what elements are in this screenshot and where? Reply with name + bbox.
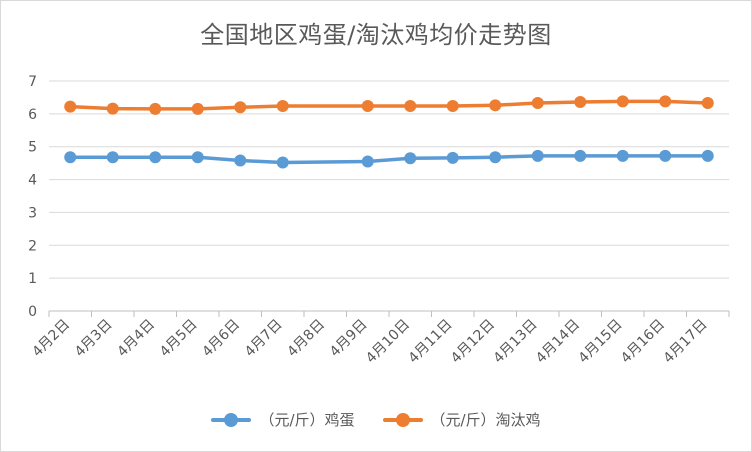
chart-title: 全国地区鸡蛋/淘汰鸡均价走势图 [200,21,552,49]
y-tick-label-3: 3 [28,205,37,221]
series-1-point-13 [659,95,672,108]
series-0-point-11 [574,149,587,162]
x-tick-label-4: 4月6日 [199,317,243,361]
series-0-point-9 [489,151,502,164]
series-1-point-8 [446,99,459,112]
legend-label-egg: （元/斤）鸡蛋 [259,411,355,429]
x-tick-label-11: 4月13日 [491,317,541,367]
legend: （元/斤）鸡蛋 （元/斤）淘汰鸡 [1,409,751,430]
x-tick-label-3: 4月5日 [157,317,201,361]
x-tick-label-8: 4月10日 [363,317,413,367]
y-tick-label-1: 1 [28,271,37,287]
x-tick-label-14: 4月16日 [618,317,668,367]
y-tick-label-4: 4 [28,173,37,189]
series-0-point-0 [64,151,77,164]
series-0-point-5 [276,156,289,169]
y-tick-label-6: 6 [28,107,37,123]
series-1-point-2 [149,102,162,115]
series-0-point-7 [404,152,417,165]
x-tick-label-13: 4月15日 [576,317,626,367]
x-tick-label-12: 4月14日 [533,317,583,367]
gridlines [49,80,729,312]
series-lines [64,95,714,169]
x-tick-label-6: 4月8日 [284,317,328,361]
series-1-point-10 [531,97,544,110]
x-tick-label-15: 4月17日 [661,317,711,367]
series-1-point-9 [489,99,502,112]
legend-swatch-culled-hen [382,412,423,427]
series-0-point-2 [149,151,162,164]
x-tick-label-5: 4月7日 [242,317,286,361]
series-0-point-3 [191,151,204,164]
series-1-point-11 [574,96,587,109]
series-0-point-4 [234,154,247,167]
series-1-point-0 [64,100,77,113]
axes: 012345674月2日4月3日4月4日4月5日4月6日4月7日4月8日4月9日… [28,74,730,367]
series-1-point-5 [276,99,289,112]
series-0-point-10 [531,149,544,162]
series-1-point-4 [234,101,247,114]
series-1-point-3 [191,102,204,115]
legend-item-egg: （元/斤）鸡蛋 [211,409,355,430]
series-1-point-6 [361,99,374,112]
series-0-point-13 [659,149,672,162]
legend-swatch-egg [211,412,252,427]
legend-label-culled-hen: （元/斤）淘汰鸡 [430,411,541,429]
series-0-point-8 [446,151,459,164]
series-0-point-14 [701,149,714,162]
series-1-point-14 [701,97,714,110]
x-tick-label-2: 4月4日 [114,317,158,361]
series-line-0 [68,154,710,165]
y-tick-label-0: 0 [28,304,37,320]
series-1-point-7 [404,99,417,112]
y-tick-label-5: 5 [28,140,37,156]
y-tick-label-7: 7 [28,74,37,90]
series-1-point-12 [616,95,629,108]
series-1-point-1 [106,102,119,115]
series-line-1 [68,99,710,111]
x-tick-label-10: 4月12日 [448,317,498,367]
series-0-point-1 [106,151,119,164]
x-tick-label-0: 4月2日 [29,317,73,361]
x-tick-label-9: 4月11日 [406,317,456,367]
x-tick-label-1: 4月3日 [72,317,116,361]
series-0-point-6 [361,155,374,168]
legend-item-culled-hen: （元/斤）淘汰鸡 [382,409,541,430]
y-tick-label-2: 2 [28,238,37,254]
series-0-point-12 [616,149,629,162]
